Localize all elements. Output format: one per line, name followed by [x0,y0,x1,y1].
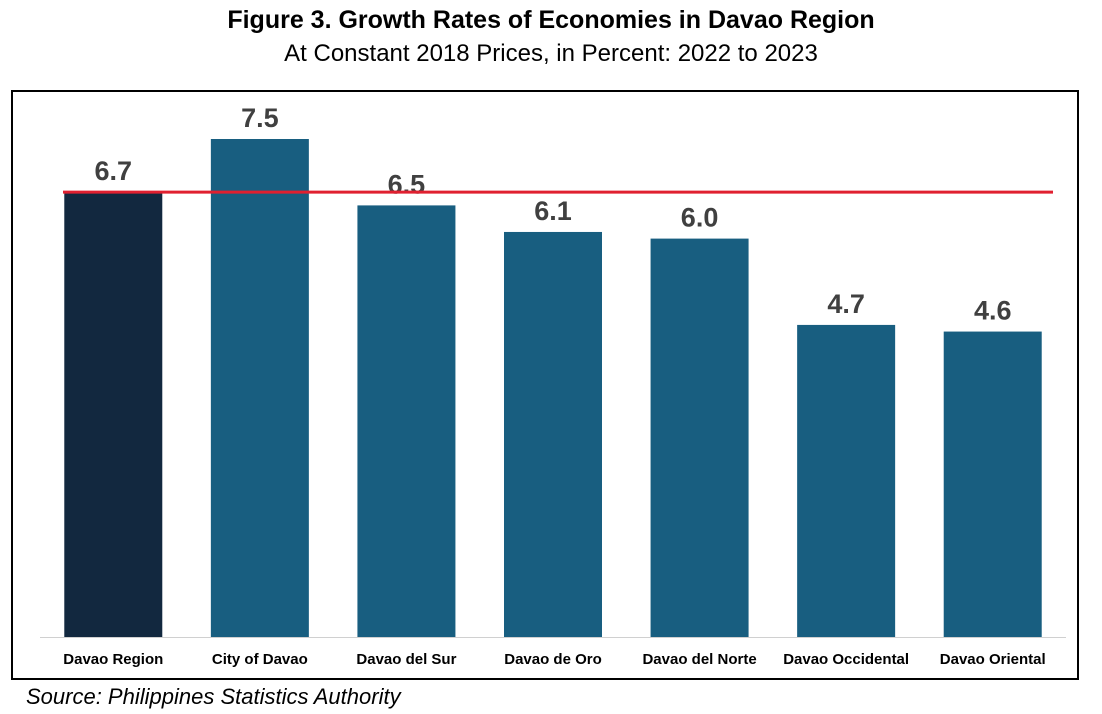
data-label-4: 6.1 [534,196,572,226]
bar-5 [650,238,749,637]
category-label-6: Davao Occidental [783,651,909,668]
bar-4 [504,231,602,637]
bar-2 [210,139,309,637]
chart-frame: 6.7 Davao Region 7.5 City of Davao 6.5 Davao … [11,90,1079,680]
category-label-1: Davao Region [63,651,163,668]
bar-7 [943,331,1042,637]
data-label-3: 6.5 [388,169,426,199]
chart-title: Figure 3. Growth Rates of Economies in D… [227,6,875,34]
bar-3 [357,205,456,637]
chart-subtitle: At Constant 2018 Prices, in Percent: 202… [284,40,818,67]
data-label-2: 7.5 [241,103,279,133]
bar-chart: 6.7 Davao Region 7.5 City of Davao 6.5 Davao … [40,103,1066,668]
data-label-6: 4.7 [827,289,865,319]
bar-1 [64,192,163,637]
source-note: Source: Philippines Statistics Authority [26,684,401,709]
data-label-7: 4.6 [974,296,1012,326]
bar-6 [797,324,896,637]
data-label-1: 6.7 [95,156,133,186]
data-label-5: 6.0 [681,203,719,233]
category-label-5: Davao del Norte [642,651,756,668]
category-label-4: Davao de Oro [504,651,602,668]
category-label-2: City of Davao [212,651,308,668]
category-label-7: Davao Oriental [940,651,1046,668]
category-label-3: Davao del Sur [356,651,456,668]
